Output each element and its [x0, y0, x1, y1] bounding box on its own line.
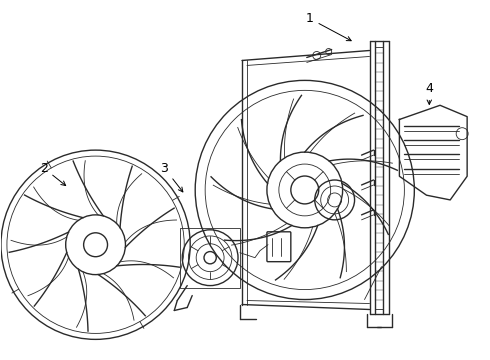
Text: 1: 1	[306, 12, 351, 41]
Text: 2: 2	[40, 162, 66, 185]
Text: 4: 4	[425, 82, 433, 104]
Text: 3: 3	[160, 162, 183, 192]
Circle shape	[66, 215, 125, 275]
